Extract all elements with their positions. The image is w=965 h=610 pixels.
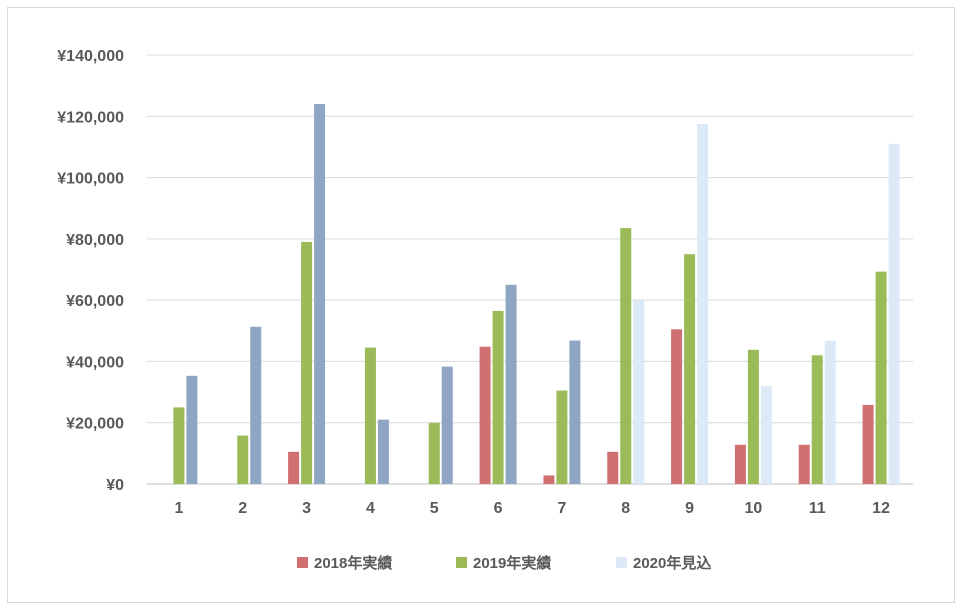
y-tick-label: ¥40,000 <box>66 354 124 371</box>
bar-3-5 <box>441 366 453 484</box>
bar-2-5 <box>428 422 440 484</box>
bar-2-12 <box>875 271 887 484</box>
legend-label: 2019年実績 <box>473 554 551 572</box>
bar-1-8 <box>607 451 619 484</box>
legend-swatch <box>616 557 627 568</box>
bar-1-3 <box>288 451 300 484</box>
y-tick-label: ¥80,000 <box>66 232 124 249</box>
bar-1-6 <box>479 346 491 484</box>
bar-2-3 <box>301 241 313 484</box>
legend-swatch <box>297 557 308 568</box>
y-tick-label: ¥100,000 <box>57 171 124 188</box>
x-tick-label: 2 <box>238 500 247 517</box>
x-tick-label: 10 <box>745 500 763 517</box>
bar-2-7 <box>556 390 568 484</box>
bar-3-6 <box>505 284 517 484</box>
bar-3-9 <box>697 123 709 485</box>
gridlines <box>147 54 913 485</box>
legend-label: 2020年見込 <box>633 554 711 572</box>
bar-2-4 <box>364 347 376 484</box>
bar-1-12 <box>862 404 874 484</box>
x-tick-label: 1 <box>174 500 183 517</box>
legend-label: 2018年実績 <box>314 554 392 572</box>
bar-3-10 <box>760 385 772 484</box>
bar-3-2 <box>250 326 262 484</box>
x-tick-label: 6 <box>494 500 503 517</box>
x-tick-label: 7 <box>557 500 566 517</box>
bar-3-8 <box>633 300 645 484</box>
bar-2-2 <box>237 435 249 484</box>
x-axis-ticks: 1 2 3 4 5 6 7 8 9 10 11 12 <box>174 500 890 517</box>
bar-1-7 <box>543 475 555 484</box>
y-axis-ticks: ¥0 ¥20,000 ¥40,000 ¥60,000 ¥80,000 ¥100,000 ¥1… <box>57 48 124 494</box>
bars <box>173 104 900 485</box>
bar-1-9 <box>671 329 683 484</box>
bar-3-11 <box>824 340 836 484</box>
bar-1-10 <box>734 444 746 484</box>
x-tick-label: 8 <box>621 500 630 517</box>
bar-3-1 <box>186 375 198 484</box>
chart-frame <box>7 7 955 603</box>
x-tick-label: 3 <box>302 500 311 517</box>
x-tick-label: 5 <box>430 500 439 517</box>
bar-3-12 <box>888 143 900 484</box>
x-tick-label: 12 <box>872 500 890 517</box>
x-tick-label: 9 <box>685 500 694 517</box>
bar-3-7 <box>569 340 581 484</box>
y-tick-label: ¥60,000 <box>66 293 124 310</box>
y-tick-label: ¥140,000 <box>57 48 124 65</box>
bar-2-6 <box>492 310 504 484</box>
bar-2-11 <box>811 355 823 484</box>
bar-1-11 <box>798 444 810 484</box>
y-tick-label: ¥20,000 <box>66 416 124 433</box>
legend-swatch <box>456 557 467 568</box>
legend: 2018年実績 2019年実績 2020年見込 <box>297 554 711 572</box>
bar-2-8 <box>620 228 632 484</box>
bar-2-1 <box>173 407 185 484</box>
x-tick-label: 11 <box>809 500 826 517</box>
y-tick-label: ¥0 <box>106 477 124 494</box>
x-tick-label: 4 <box>366 500 375 517</box>
bar-3-4 <box>377 419 389 484</box>
bar-2-10 <box>747 349 759 484</box>
y-tick-label: ¥120,000 <box>57 109 124 126</box>
bar-2-9 <box>684 254 696 484</box>
bar-3-3 <box>314 104 326 485</box>
